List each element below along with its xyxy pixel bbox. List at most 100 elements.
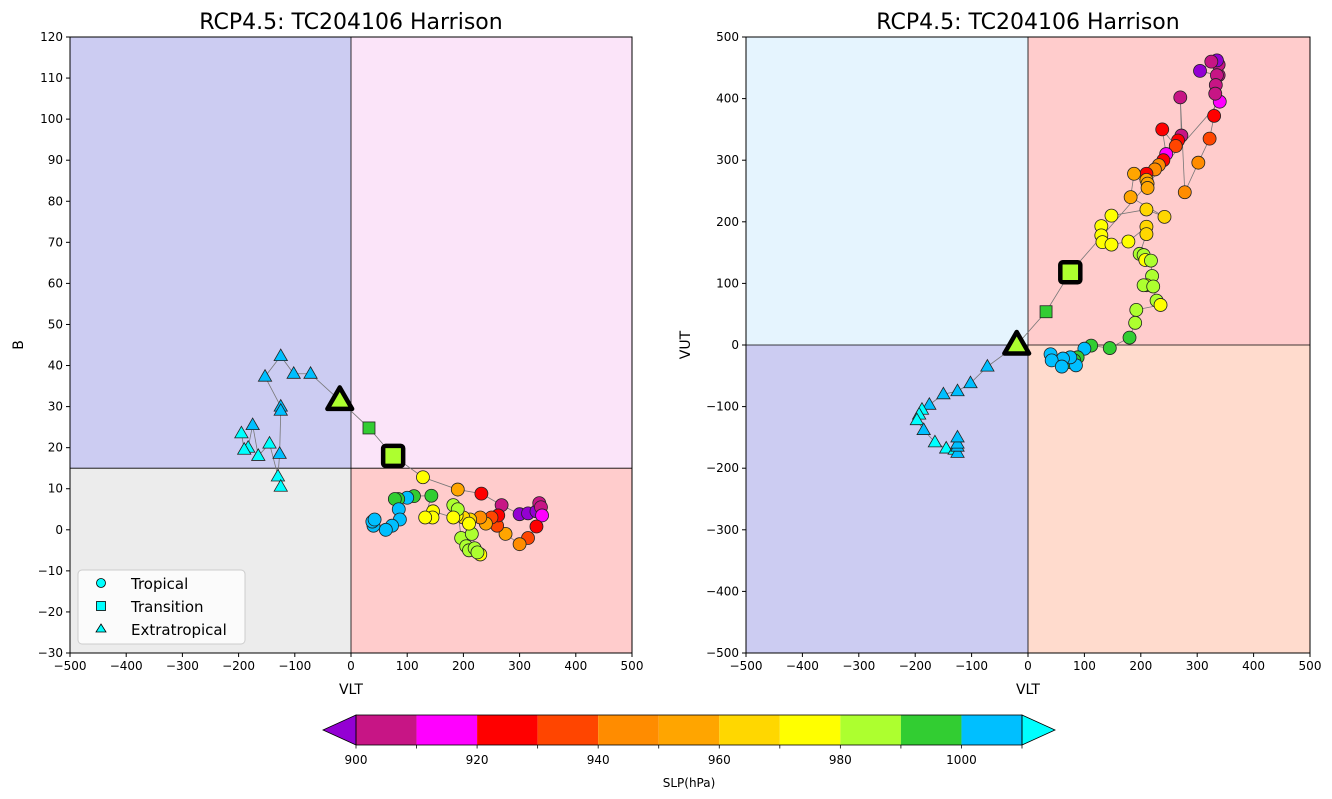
x-tick-label: −100 — [278, 659, 311, 673]
y-tick-label: −300 — [706, 523, 739, 537]
y-tick-label: 70 — [48, 235, 63, 249]
point-extratropical — [272, 446, 287, 459]
legend-label-transition: Transition — [130, 598, 204, 616]
point-circle — [1122, 330, 1137, 345]
colorbar-over-arrow — [1021, 714, 1056, 746]
chart-left-ylabel: B — [11, 340, 27, 350]
colorbar-frame — [355, 714, 1023, 746]
point-extratropical — [963, 375, 978, 389]
point-circle — [416, 470, 430, 485]
y-tick-label: 50 — [48, 317, 63, 331]
colorbar-under-arrow — [322, 714, 357, 746]
point-extratropical — [273, 402, 289, 416]
quadrant-upper-right — [351, 37, 632, 469]
point-circle — [1144, 253, 1158, 268]
point-circle — [1102, 341, 1117, 355]
y-tick-label: 60 — [48, 276, 63, 290]
point-circle — [1191, 155, 1206, 170]
end-marker — [1058, 260, 1083, 285]
ticks: −500 −400 −300 −200 −100 0 100 200 300 400 500−30−… — [38, 30, 644, 673]
chart-right-ylabel: VUT — [678, 330, 694, 359]
point-circle — [378, 522, 393, 537]
point-circle — [470, 545, 485, 560]
colorbar-segment — [961, 715, 1022, 745]
y-tick-label: 20 — [48, 441, 63, 455]
x-tick-label: −300 — [842, 659, 875, 673]
point-extratropical — [250, 448, 266, 461]
chart-left: RCP4.5: TC204106 Harrison VLT B −500 −400… — [11, 10, 643, 698]
y-tick-label: 30 — [48, 400, 63, 414]
x-tick-label: 500 — [621, 659, 644, 673]
x-tick-label: 500 — [1299, 659, 1322, 673]
point-circle — [1044, 353, 1059, 368]
colorbar-segment — [416, 715, 478, 745]
point-circle — [424, 488, 439, 503]
y-tick-label: −20 — [38, 605, 63, 619]
y-tick-label: 0 — [55, 523, 63, 537]
point-extratropical — [270, 468, 286, 482]
x-tick-label: −300 — [166, 659, 199, 673]
point-circle — [1153, 298, 1168, 312]
data-points — [909, 53, 1227, 458]
point-circle — [1139, 202, 1154, 217]
colorbar-tick-label: 920 — [466, 753, 489, 767]
colorbar-segment — [779, 715, 841, 745]
colorbar-segment — [840, 715, 901, 745]
point-circle — [1054, 359, 1069, 374]
point-circle — [1204, 54, 1219, 69]
point-circle — [1104, 237, 1119, 252]
point-extratropical — [273, 348, 289, 362]
chart-right-title: RCP4.5: TC204106 Harrison — [876, 10, 1179, 35]
point-circle — [1207, 108, 1222, 123]
start-marker — [325, 385, 355, 412]
plot-area — [70, 37, 632, 653]
y-tick-label: 80 — [48, 194, 63, 208]
point-circle — [512, 537, 527, 552]
x-tick-label: 0 — [347, 659, 355, 673]
point-circle — [1123, 190, 1138, 205]
colorbar-segment — [719, 715, 780, 745]
point-circle — [1208, 86, 1223, 101]
point-square — [1039, 305, 1053, 319]
point-circle — [1177, 185, 1192, 200]
quadrant-upper-left — [70, 37, 351, 469]
y-tick-label: 40 — [48, 359, 63, 373]
legend-label-tropical: Tropical — [130, 575, 188, 593]
x-tick-label: 200 — [1129, 659, 1152, 673]
colorbar: SLP(hPa) 900 920 940 960 980 1000 — [322, 714, 1056, 790]
point-circle — [1202, 131, 1217, 146]
point-circle — [446, 510, 461, 525]
y-tick-label: −500 — [706, 646, 739, 660]
point-extratropical — [916, 422, 932, 435]
chart-right-xlabel: VLT — [1016, 682, 1040, 698]
point-square — [362, 421, 376, 435]
colorbar-segment — [900, 715, 962, 745]
x-tick-label: −100 — [955, 659, 988, 673]
y-tick-label: 100 — [40, 112, 63, 126]
y-tick-label: −100 — [706, 400, 739, 414]
point-extratropical — [921, 396, 937, 410]
track-line-extratropical — [241, 355, 341, 487]
point-extratropical — [938, 440, 954, 454]
colorbar-tick-label: 1000 — [946, 753, 977, 767]
y-tick-label: 100 — [716, 276, 739, 290]
x-tick-label: 100 — [1073, 659, 1096, 673]
plot-area — [746, 37, 1310, 653]
point-circle — [1193, 63, 1207, 78]
point-circle — [450, 482, 465, 497]
legend-marker-circle — [96, 578, 106, 588]
y-tick-label: 400 — [716, 92, 739, 106]
start-marker — [1002, 329, 1032, 356]
colorbar-segment — [598, 715, 659, 745]
point-circle — [462, 516, 476, 531]
colorbar-tick-label: 980 — [829, 753, 852, 767]
end-marker — [380, 443, 406, 469]
x-tick-label: 300 — [508, 659, 531, 673]
point-circle — [1155, 122, 1170, 137]
point-circle — [1157, 209, 1172, 224]
point-extratropical — [950, 429, 965, 443]
quadrant-lower-right — [1028, 345, 1310, 653]
y-tick-label: 90 — [48, 153, 63, 167]
colorbar-segment — [356, 715, 417, 745]
